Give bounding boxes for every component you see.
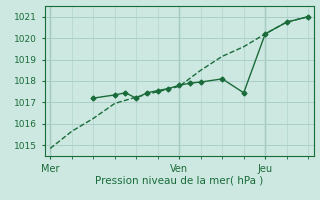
X-axis label: Pression niveau de la mer( hPa ): Pression niveau de la mer( hPa ) [95,175,263,185]
